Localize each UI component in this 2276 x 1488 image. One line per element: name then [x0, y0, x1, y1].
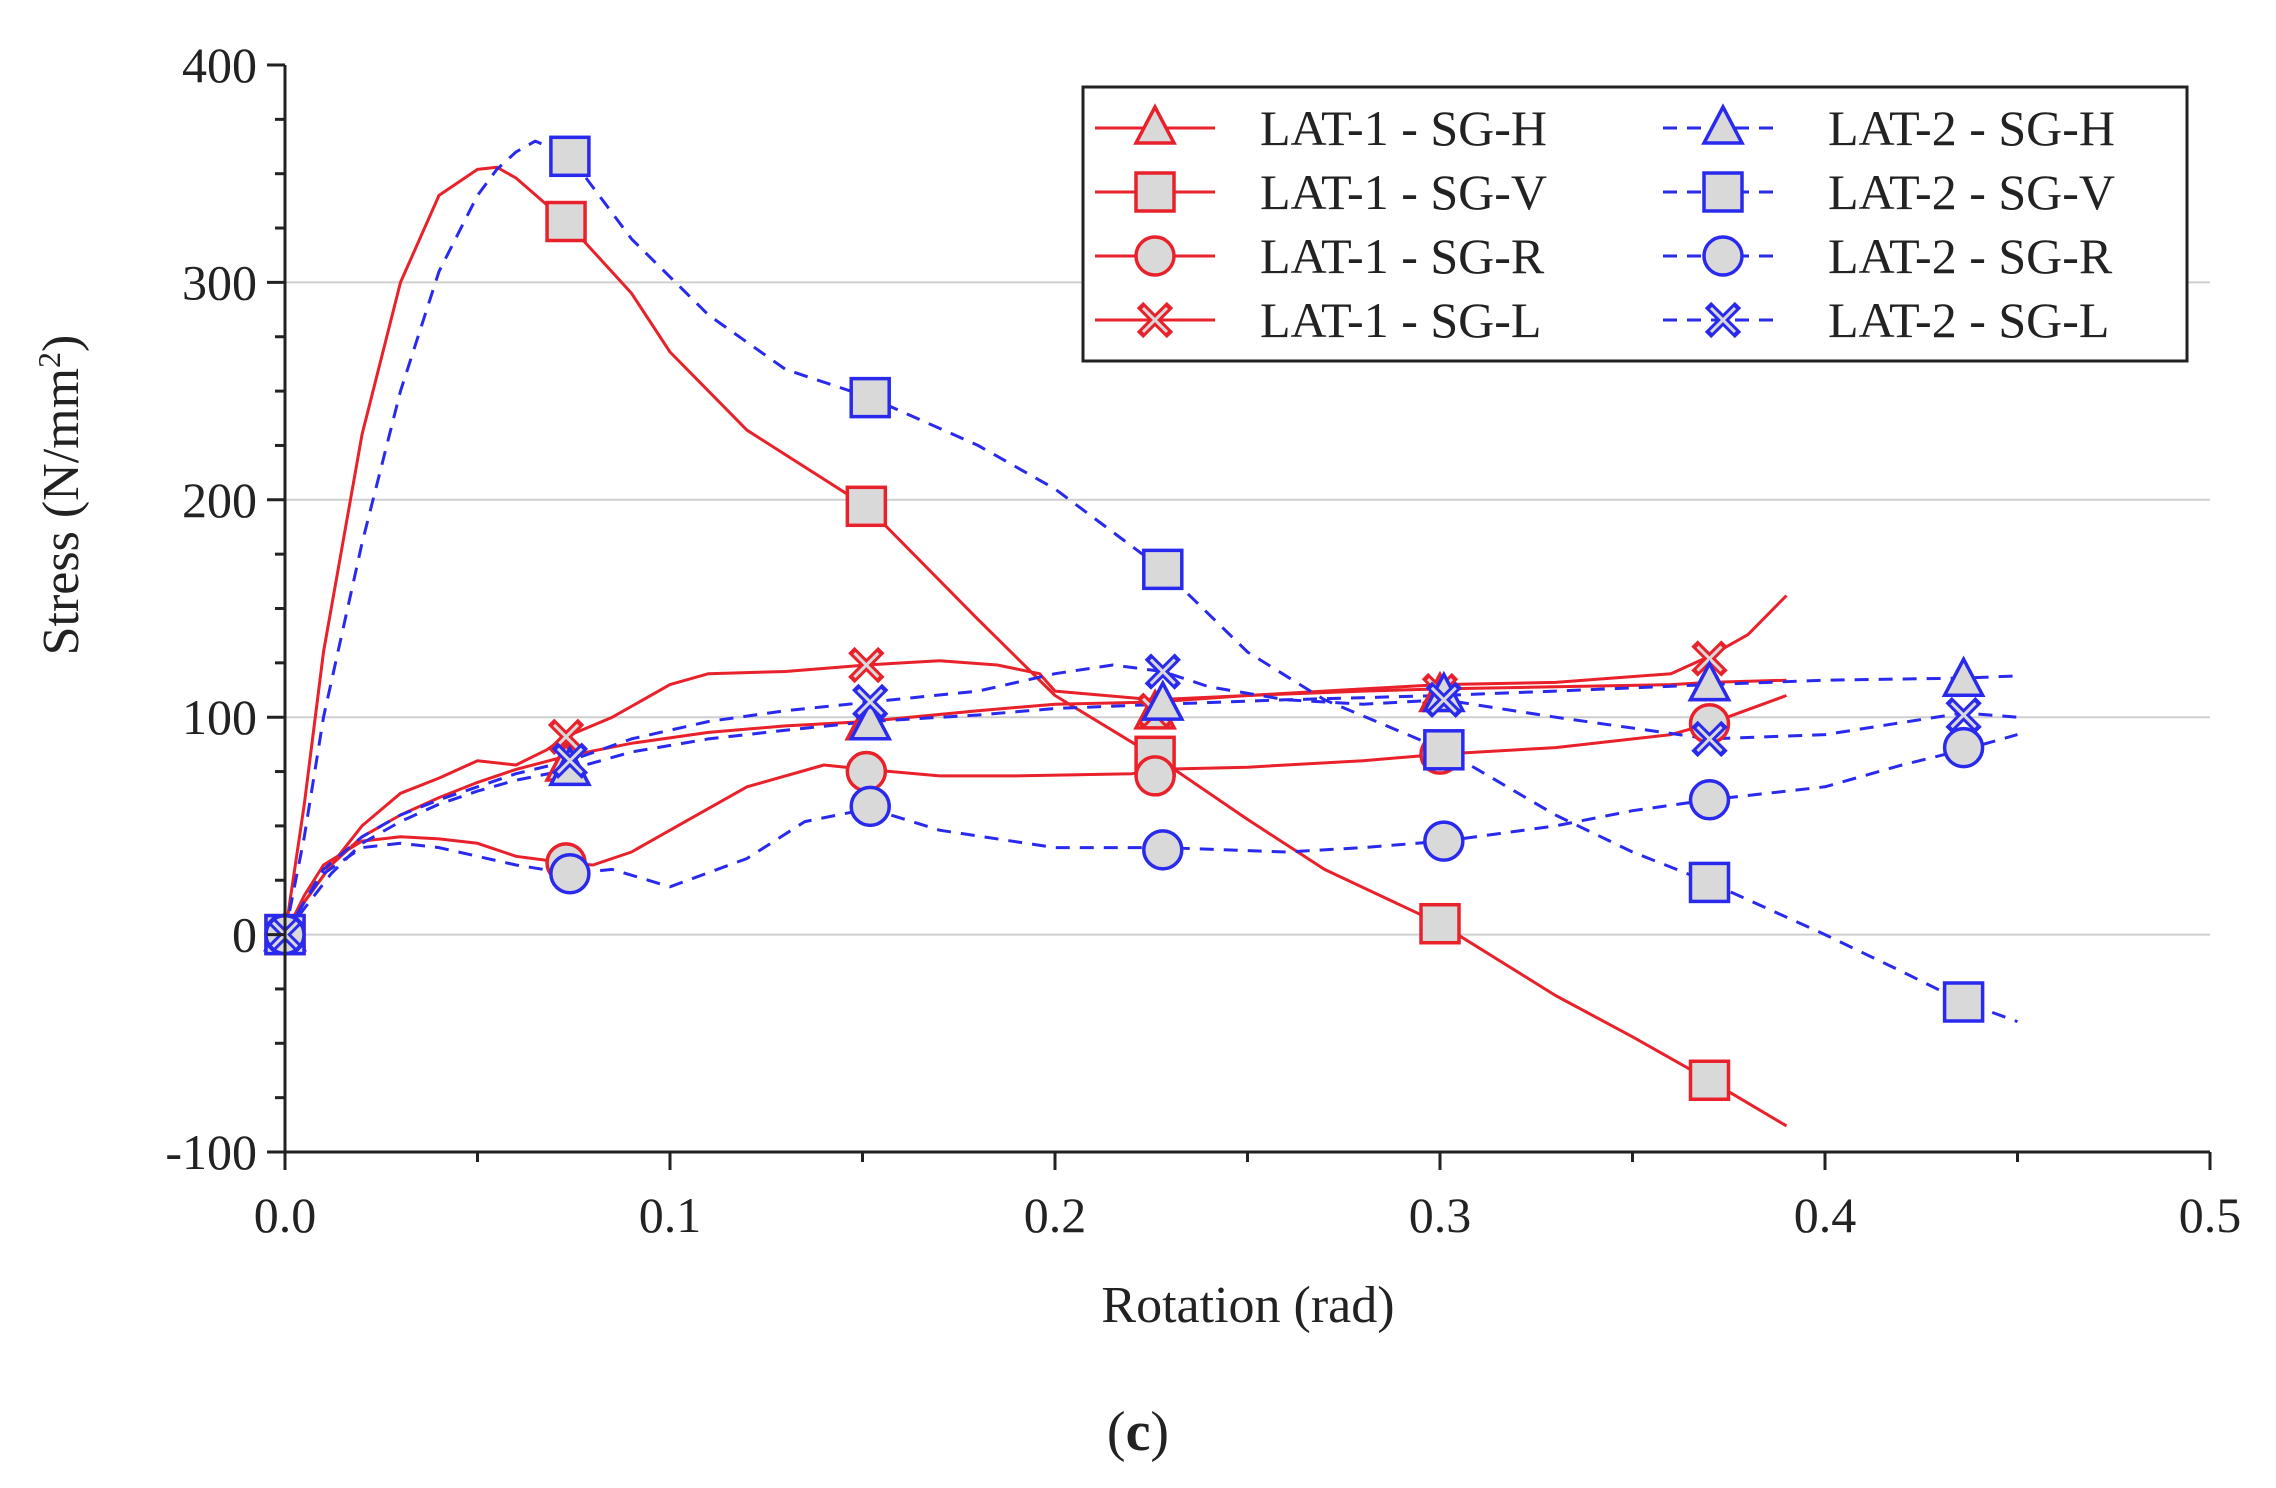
- marker-lat-2-sg-r: [1142, 829, 1184, 871]
- series-line-lat-2-sg-h: [283, 674, 2018, 936]
- legend-item-lat-2-sg-r: LAT-2 - SG-R: [1663, 228, 2113, 284]
- series-markers: [263, 135, 1986, 1102]
- marker-lat-2-sg-h: [1687, 659, 1732, 702]
- legend-label: LAT-1 - SG-R: [1260, 228, 1545, 284]
- x-tick-label: 0.4: [1794, 1187, 1857, 1243]
- marker-lat-2-sg-l: [1945, 696, 1982, 734]
- legend-label: LAT-1 - SG-V: [1260, 164, 1547, 220]
- legend-label: LAT-2 - SG-L: [1828, 292, 2109, 348]
- legend-item-lat-1-sg-h: LAT-1 - SG-H: [1095, 100, 1547, 156]
- legend-marker-triangle: [1133, 103, 1177, 145]
- marker-lat-2-sg-l: [1691, 720, 1728, 758]
- series-line-lat-1-sg-l: [283, 594, 1788, 936]
- legend-marker-x: [1704, 301, 1742, 339]
- legend-label: LAT-1 - SG-L: [1260, 292, 1541, 348]
- x-tick-label: 0.5: [2179, 1187, 2242, 1243]
- marker-lat-2-sg-r: [549, 852, 591, 895]
- marker-lat-1-sg-l: [848, 646, 885, 684]
- legend-marker-square: [1134, 171, 1176, 213]
- x-tick-label: 0.3: [1409, 1187, 1472, 1243]
- legend: LAT-1 - SG-H LAT-1 - SG-V LAT-1 - SG-R LAT-…: [1081, 85, 2189, 363]
- y-tick-label: 400: [182, 37, 257, 93]
- x-tick-label: 0.2: [1024, 1187, 1087, 1243]
- y-axis-title-close: ): [33, 335, 90, 352]
- figure-caption: (c): [1107, 1401, 1169, 1463]
- y-tick-label: 200: [182, 472, 257, 528]
- legend-marker-square: [1702, 171, 1744, 213]
- x-tick-label: 0.1: [639, 1187, 702, 1243]
- marker-lat-2-sg-l: [1425, 681, 1463, 718]
- y-axis-title: Stress (N/mm2): [31, 335, 90, 656]
- legend-label: LAT-1 - SG-H: [1260, 100, 1547, 156]
- y-tick-label: -100: [165, 1124, 257, 1180]
- caption-letter: c: [1126, 1401, 1151, 1463]
- marker-lat-2-sg-l: [1144, 653, 1181, 690]
- legend-label: LAT-2 - SG-H: [1828, 100, 2115, 156]
- marker-lat-1-sg-v: [1688, 1059, 1731, 1102]
- marker-lat-2-sg-v: [1142, 548, 1184, 591]
- marker-lat-1-sg-r: [1134, 755, 1176, 797]
- legend-label: LAT-2 - SG-V: [1828, 164, 2115, 220]
- legend-item-lat-1-sg-l: LAT-1 - SG-L: [1095, 292, 1541, 348]
- marker-lat-2-sg-r: [1942, 726, 1985, 769]
- marker-lat-1-sg-r: [845, 750, 888, 793]
- marker-lat-1-sg-v: [845, 485, 888, 528]
- legend-box: [1081, 85, 2189, 363]
- y-tick-label: 100: [182, 689, 257, 745]
- legend-item-lat-1-sg-v: LAT-1 - SG-V: [1095, 164, 1547, 220]
- marker-lat-1-sg-l: [1691, 640, 1728, 677]
- marker-lat-2-sg-l: [852, 683, 889, 721]
- legend-item-lat-2-sg-v: LAT-2 - SG-V: [1663, 164, 2115, 220]
- marker-lat-2-sg-h: [1140, 679, 1185, 721]
- series-line-lat-2-sg-l: [283, 663, 2018, 936]
- marker-lat-2-sg-r: [1688, 779, 1731, 821]
- y-tick-label: 300: [182, 254, 257, 310]
- legend-marker-x: [1136, 301, 1174, 339]
- tick-labels: -100 0 100 200 300 400 0.0 0.1 0.2 0.3 0.4 0.5: [165, 37, 2241, 1243]
- axes: [267, 63, 2212, 1170]
- marker-lat-2-sg-v: [1688, 861, 1731, 904]
- legend-marker-circle: [1134, 235, 1176, 277]
- legend-item-lat-2-sg-l: LAT-2 - SG-L: [1663, 292, 2109, 348]
- legend-marker-triangle: [1701, 103, 1745, 145]
- y-axis-title-main: Stress (N/mm: [33, 368, 90, 655]
- marker-lat-2-sg-h: [848, 698, 893, 741]
- grid-lines: [285, 281, 2210, 936]
- y-tick-label: 0: [232, 907, 257, 963]
- marker-lat-2-sg-v: [1423, 729, 1465, 771]
- marker-lat-2-sg-l: [551, 742, 589, 779]
- marker-lat-2-sg-v: [549, 135, 591, 178]
- legend-item-lat-2-sg-h: LAT-2 - SG-H: [1663, 100, 2115, 156]
- marker-lat-2-sg-r: [1423, 820, 1465, 862]
- y-axis-title-superscript: 2: [31, 352, 67, 368]
- legend-label: LAT-2 - SG-R: [1828, 228, 2113, 284]
- legend-item-lat-1-sg-r: LAT-1 - SG-R: [1095, 228, 1545, 284]
- marker-lat-2-sg-v: [849, 376, 891, 419]
- marker-lat-2-sg-h: [1941, 655, 1986, 697]
- marker-lat-2-sg-v: [1942, 981, 1985, 1023]
- marker-lat-1-sg-v: [1419, 902, 1461, 945]
- x-tick-label: 0.0: [254, 1187, 317, 1243]
- x-axis-title: Rotation (rad): [1101, 1277, 1394, 1334]
- marker-lat-1-sg-v: [545, 200, 587, 243]
- series-line-lat-1-sg-r: [283, 694, 1788, 936]
- caption-open: (: [1107, 1401, 1126, 1463]
- marker-lat-2-sg-r: [849, 785, 891, 828]
- caption-close: ): [1150, 1401, 1169, 1463]
- series-line-lat-2-sg-v: [283, 139, 2019, 1024]
- legend-marker-circle: [1702, 235, 1744, 277]
